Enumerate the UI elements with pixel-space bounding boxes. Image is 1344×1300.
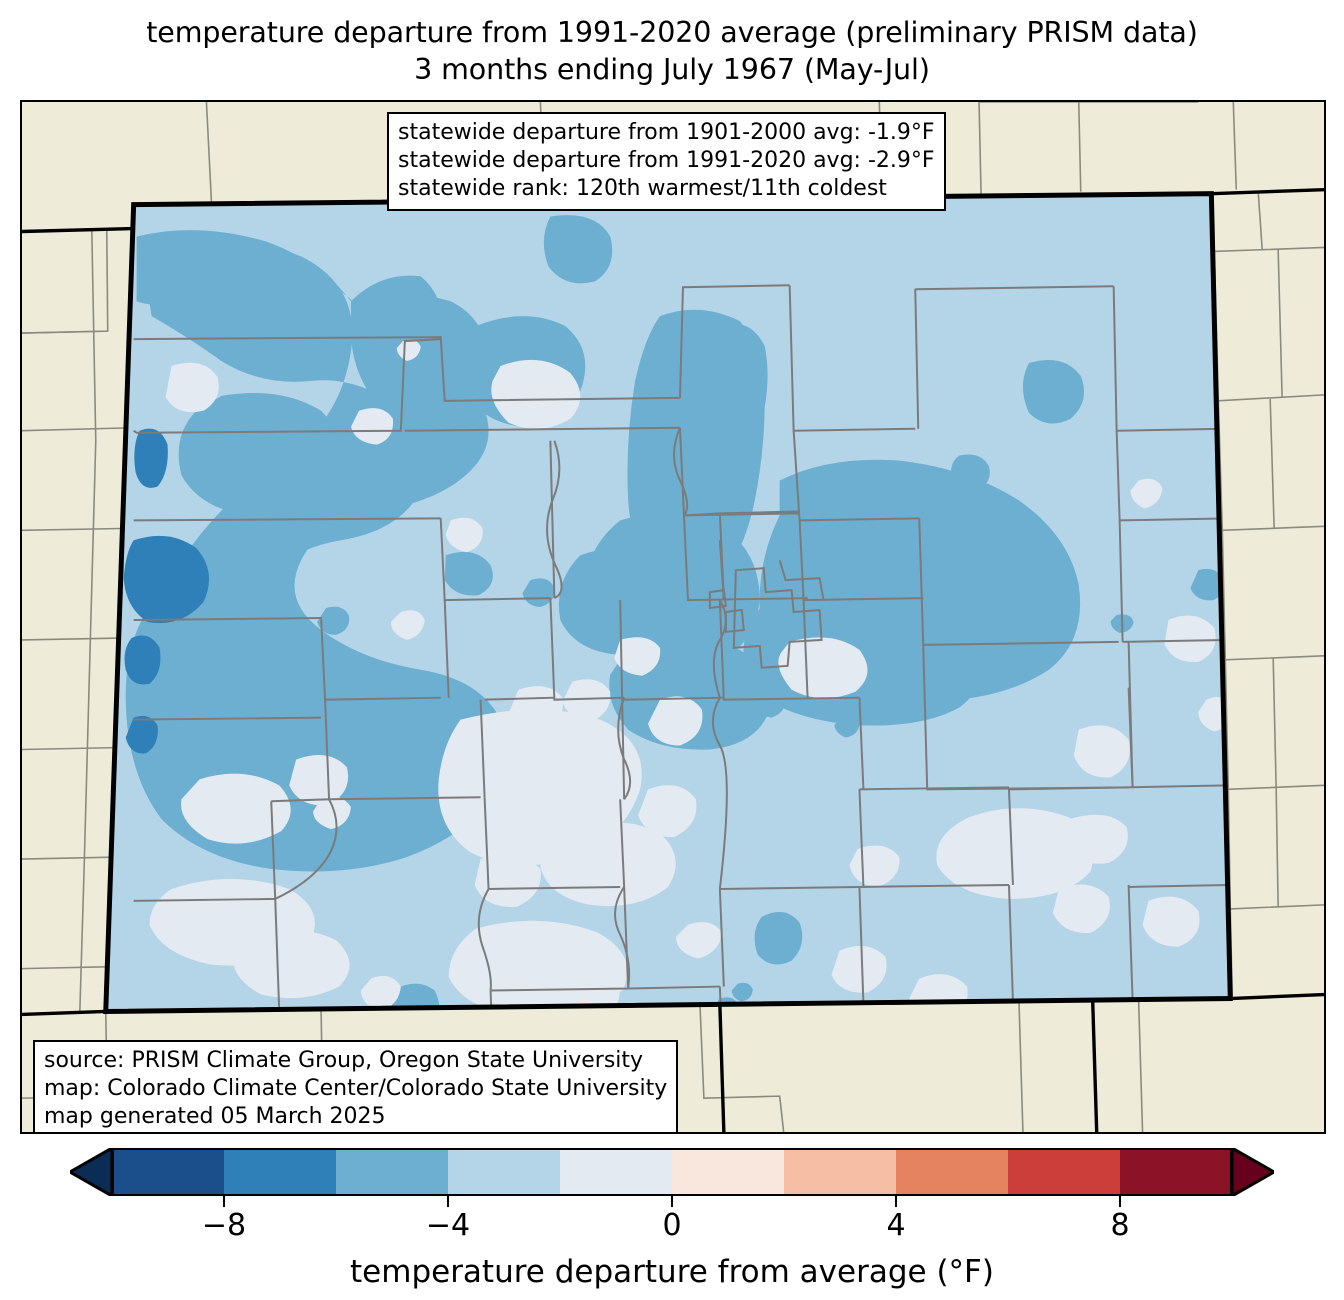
colorbar: −8 −4 0 4 8 temperature departure from avera… [0, 1148, 1344, 1300]
colorbar-gradient [112, 1148, 1232, 1196]
statewide-stats-box: statewide departure from 1901-2000 avg: … [387, 112, 946, 211]
colorbar-band-3 [448, 1148, 560, 1196]
colorbar-tick-4 [1119, 1196, 1121, 1207]
colorbar-tick-label-0: −8 [201, 1208, 247, 1243]
colorbar-under-arrow [70, 1148, 112, 1196]
stat-departure-1991-2020: statewide departure from 1991-2020 avg: … [398, 147, 935, 173]
colorbar-tick-2 [671, 1196, 673, 1207]
colorbar-band-8 [1008, 1148, 1120, 1196]
page-title: temperature departure from 1991-2020 ave… [0, 14, 1344, 88]
colorbar-band-7 [896, 1148, 1008, 1196]
neighbor-state-borders [22, 187, 1324, 1132]
source-line: source: PRISM Climate Group, Oregon Stat… [44, 1048, 644, 1073]
colorbar-band-1 [224, 1148, 336, 1196]
title-line-2: 3 months ending July 1967 (May-Jul) [414, 53, 930, 87]
colorbar-tick-label-1: −4 [425, 1208, 471, 1243]
map-credit-line: map: Colorado Climate Center/Colorado St… [44, 1075, 668, 1101]
map-frame: statewide departure from 1901-2000 avg: … [20, 100, 1326, 1134]
source-credit-box: source: PRISM Climate Group, Oregon Stat… [33, 1040, 679, 1132]
colorbar-band-2 [336, 1148, 448, 1196]
colorbar-band-0 [112, 1148, 224, 1196]
colorbar-band-5 [672, 1148, 784, 1196]
colorbar-band-6 [784, 1148, 896, 1196]
title-line-1: temperature departure from 1991-2020 ave… [146, 16, 1198, 49]
colorbar-tick-0 [223, 1196, 225, 1207]
colorbar-axis-label: temperature departure from average (°F) [350, 1254, 994, 1290]
colorbar-band-4 [560, 1148, 672, 1196]
colorbar-over-arrow [1232, 1148, 1274, 1196]
stat-departure-1901-2000: statewide departure from 1901-2000 avg: … [398, 120, 935, 145]
colorbar-tick-3 [895, 1196, 897, 1207]
stat-statewide-rank: statewide rank: 120th warmest/11th colde… [398, 175, 887, 201]
colorbar-tick-label-2: 0 [662, 1208, 682, 1243]
temperature-field [105, 193, 1231, 1012]
map-generated-line: map generated 05 March 2025 [44, 1103, 386, 1129]
colorbar-tick-1 [447, 1196, 449, 1207]
colorbar-tick-label-4: 8 [1110, 1208, 1130, 1243]
county-boundaries [133, 284, 1231, 1012]
colorbar-tick-label-3: 4 [886, 1208, 906, 1243]
colorbar-band-9 [1120, 1148, 1232, 1196]
colorado-temperature-departure-map [22, 102, 1324, 1132]
